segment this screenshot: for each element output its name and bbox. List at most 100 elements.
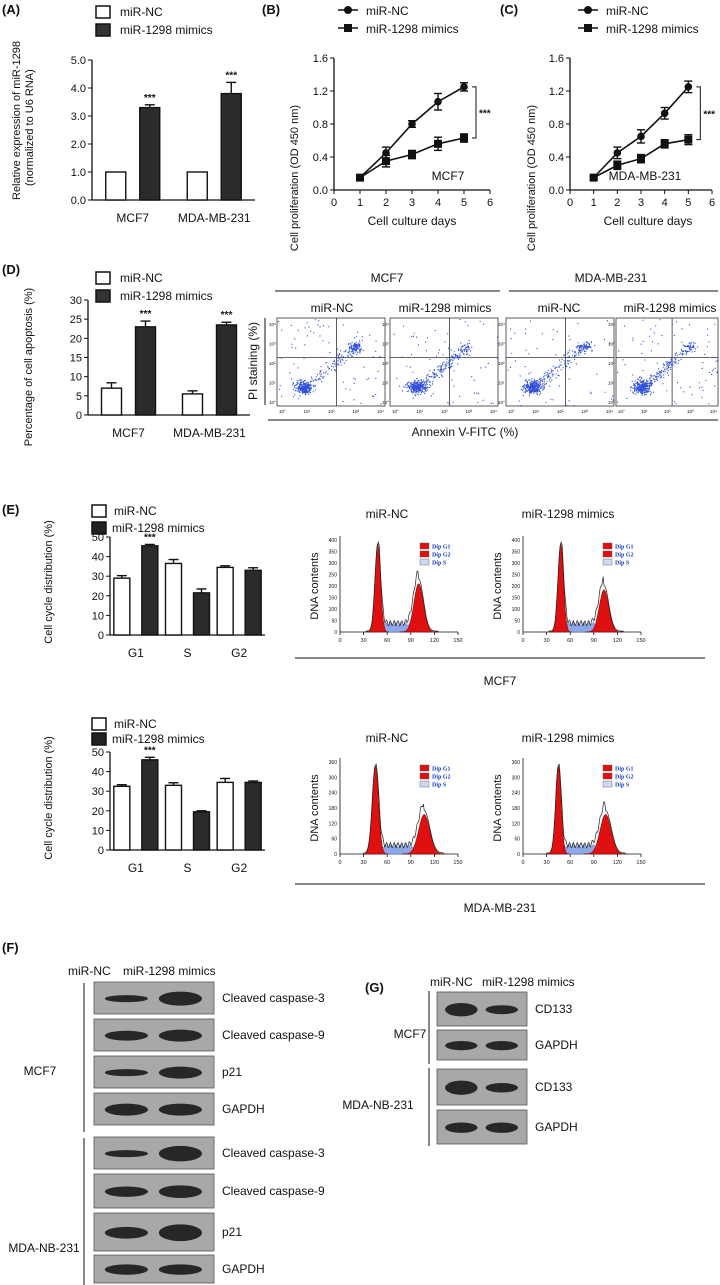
- blot-band-label: CD133: [535, 1080, 573, 1094]
- dna-y-tick-label: 200: [329, 584, 338, 590]
- y-tick-label: 20: [70, 333, 82, 345]
- dna-g1-peak: [366, 543, 389, 633]
- dna-legend-swatch: [602, 558, 613, 566]
- blot-band: [485, 1040, 518, 1051]
- category-label: MCF7: [112, 426, 145, 440]
- category-label: S: [183, 646, 191, 660]
- flow-x-tick-label: 10¹: [533, 409, 540, 414]
- flow-y-tick-label: 10³: [382, 342, 389, 347]
- category-label: MDA-MB-231: [178, 211, 251, 225]
- category-label: G2: [231, 646, 247, 660]
- dna-group-mcf7: MCF7: [484, 674, 517, 688]
- blot-row: p21: [93, 1055, 242, 1089]
- flow-y-tick-label: 10⁴: [269, 322, 276, 327]
- y-tick-label: 0.8: [313, 119, 328, 131]
- blot-band: [158, 1066, 202, 1079]
- y-tick-label: 25: [70, 314, 82, 326]
- dna-legend-swatch: [602, 780, 613, 788]
- category-label: MDA-MB-231: [173, 426, 246, 440]
- flow-y-tick-label: 10³: [498, 342, 505, 347]
- flow-y-tick-label: 10⁴: [498, 322, 505, 327]
- dna-ylabel: DNA contents: [492, 774, 504, 842]
- data-point-nc: [408, 120, 416, 128]
- flow-x-tick-label: 10°: [508, 409, 515, 414]
- dna-y-tick-label: 100: [512, 607, 521, 613]
- panel-a: (A) miR-NC miR-1298 mimics Relative expr…: [2, 2, 255, 225]
- legend-label-nc: miR-NC: [120, 5, 163, 19]
- flow-x-tick-label: 10³: [353, 409, 360, 414]
- dna-x-tick-label: 120: [430, 860, 439, 866]
- panel-b: (B) miR-NC miR-1298 mimics Cell prolifer…: [262, 2, 493, 251]
- legend-swatch-nc: [91, 504, 107, 518]
- dna-x-tick-label: 60: [567, 638, 573, 644]
- blot-band: [485, 1122, 518, 1133]
- flow-y-tick-label: 10°: [498, 400, 505, 405]
- flow-y-tick-label: 10³: [269, 342, 276, 347]
- dna-plot-title: miR-1298 mimics: [522, 731, 615, 745]
- x-tick-label: 5: [461, 197, 467, 209]
- data-point-nc: [434, 97, 442, 106]
- dna-y-tick-label: 300: [329, 561, 338, 567]
- dna-x-tick-label: 150: [453, 638, 462, 644]
- y-tick-label: 1.2: [313, 86, 328, 98]
- ylabel-c: Cell proliferation (OD 450 nm): [526, 105, 538, 251]
- dna-y-tick-label: 150: [512, 596, 521, 602]
- data-point-mimics: [382, 157, 390, 166]
- blot-band: [445, 1080, 478, 1095]
- dna-y-tick-label: 240: [512, 791, 521, 797]
- y-tick-label: 0.4: [313, 152, 328, 164]
- dna-y-tick-label: 0: [517, 630, 520, 636]
- bar-mimics: [141, 545, 159, 636]
- blot-band: [485, 1082, 518, 1093]
- dna-y-tick-label: 350: [329, 550, 338, 556]
- blot-row: GAPDH: [93, 1254, 265, 1284]
- blot-band: [104, 1150, 148, 1158]
- flow-cond-3: miR-NC: [538, 301, 581, 315]
- y-tick-label: 0.4: [549, 152, 564, 164]
- flow-y-tick-label: 10²: [498, 361, 505, 366]
- significance-mark: ***: [225, 70, 237, 81]
- blot-row: p21: [93, 1212, 242, 1252]
- blot-band: [158, 1145, 202, 1162]
- chart-e-mda: 0 10 20 30 40 50 *** G1 S G2: [92, 745, 265, 875]
- flow-y-tick-label: 10²: [269, 361, 276, 366]
- y-tick-label: 40: [92, 552, 104, 564]
- legend-label-mimics: miR-1298 mimics: [112, 521, 205, 535]
- g-group-mda: MDA-NB-231: [342, 1098, 414, 1112]
- flow-x-tick-label: 10⁴: [490, 409, 497, 414]
- dna-legend-label: Dip S: [432, 561, 447, 567]
- legend-label-nc: miR-NC: [114, 717, 157, 731]
- bar-mimics: [134, 326, 157, 416]
- dna-ylabel: DNA contents: [492, 552, 504, 620]
- blot-band: [445, 1040, 478, 1051]
- x-tick-label: 6: [487, 197, 493, 209]
- y-tick-label: 5.0: [71, 55, 86, 67]
- blot-band-label: p21: [222, 1225, 242, 1239]
- dna-g2-peak: [402, 814, 447, 855]
- x-tick-label: 2: [614, 197, 620, 209]
- y-tick-label: 1.0: [71, 167, 86, 179]
- dna-x-tick-label: 90: [591, 860, 597, 866]
- dna-y-tick-label: 300: [512, 561, 521, 567]
- dna-ylabel: DNA contents: [309, 774, 321, 842]
- dna-plot-title: miR-1298 mimics: [522, 507, 615, 521]
- flow-cond-4: miR-1298 mimics: [624, 301, 717, 315]
- dna-y-tick-label: 50: [514, 619, 520, 625]
- flow-x-tick-label: 10³: [582, 409, 589, 414]
- g-header-mimics: miR-1298 mimics: [482, 975, 575, 989]
- dna-legend-label: Dip G1: [432, 545, 451, 551]
- dna-legend-swatch: [419, 772, 430, 780]
- y-tick-label: 50: [92, 532, 104, 544]
- y-tick-label: 3.0: [71, 111, 86, 123]
- legend-label-mimics: miR-1298 mimics: [366, 22, 459, 36]
- dna-y-tick-label: 300: [512, 775, 521, 781]
- dna-legend-swatch: [419, 558, 430, 566]
- dna-legend-swatch: [419, 780, 430, 788]
- flow-ylabel: PI staining (%): [246, 322, 260, 400]
- y-tick-label: 20: [92, 591, 104, 603]
- dna-histogram: miR-NC DNA contents 0 60 120 180 240 300 360 0 30 6…: [309, 731, 463, 866]
- dna-y-tick-label: 60: [331, 837, 337, 843]
- dna-legend-label: Dip S: [615, 561, 630, 567]
